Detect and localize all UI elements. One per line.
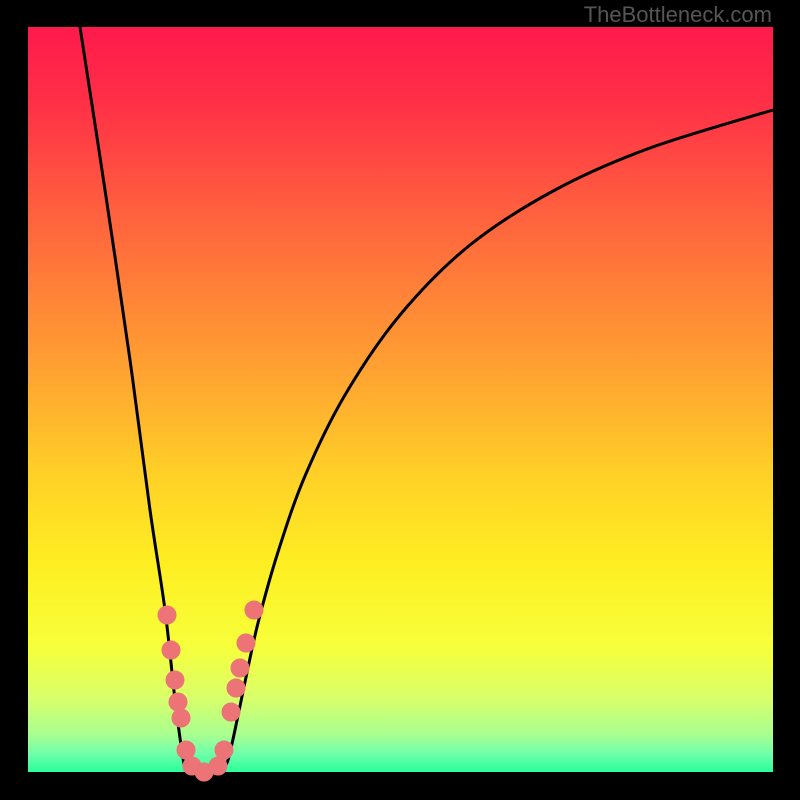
marker-dot (177, 741, 195, 759)
marker-dot (227, 679, 245, 697)
marker-dot (222, 703, 240, 721)
marker-dot (231, 659, 249, 677)
chart-root: { "watermark": { "text": "TheBottleneck.… (0, 0, 800, 800)
chart-svg (0, 0, 800, 800)
marker-dot (237, 634, 255, 652)
marker-dot (245, 601, 263, 619)
curve-right-branch (222, 110, 773, 772)
marker-dot (215, 741, 233, 759)
marker-dot (158, 606, 176, 624)
marker-dot (169, 693, 187, 711)
marker-dot (183, 757, 201, 775)
marker-cluster (158, 601, 263, 781)
curve-trough (190, 772, 222, 773)
marker-dot (195, 763, 213, 781)
watermark-text: TheBottleneck.com (584, 2, 772, 28)
marker-dot (172, 709, 190, 727)
marker-dot (162, 641, 180, 659)
curve-left-branch (80, 27, 190, 772)
marker-dot (166, 671, 184, 689)
marker-dot (209, 757, 227, 775)
gradient-area (28, 27, 773, 772)
